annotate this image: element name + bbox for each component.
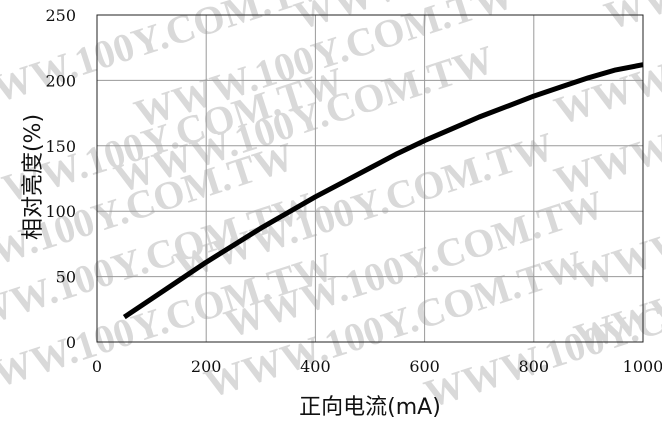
series-line — [122, 62, 644, 320]
y-tick-label: 250 — [45, 6, 76, 25]
y-tick-label: 150 — [45, 137, 76, 156]
y-tick-label: 100 — [45, 202, 76, 221]
y-tick-labels: 0 50 100 150 200 250 — [45, 6, 76, 352]
y-tick-label: 200 — [45, 71, 76, 90]
watermark-text: WWW.100Y.COM.TW — [599, 0, 662, 39]
y-tick-label: 0 — [66, 333, 76, 352]
x-axis-title: 正向电流(mA) — [299, 395, 441, 420]
x-tick-label: 0 — [92, 357, 102, 376]
x-tick-label: 200 — [191, 357, 222, 376]
x-tick-label: 400 — [300, 357, 331, 376]
series-layer — [122, 62, 644, 320]
x-tick-labels: 0 200 400 600 800 1000 — [92, 357, 662, 376]
x-tick-label: 600 — [409, 357, 440, 376]
x-tick-label: 800 — [519, 357, 550, 376]
plot-frame — [96, 14, 644, 343]
y-axis-title: 相对亮度(%) — [21, 114, 46, 240]
grid — [97, 15, 643, 342]
y-tick-label: 50 — [56, 268, 76, 287]
x-tick-label: 1000 — [623, 357, 662, 376]
